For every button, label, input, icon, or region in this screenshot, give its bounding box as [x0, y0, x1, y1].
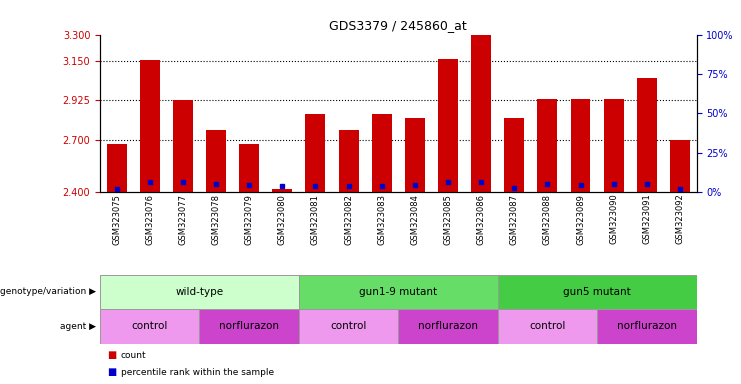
Bar: [173, 100, 193, 192]
Text: GSM323079: GSM323079: [245, 194, 253, 245]
Text: wild-type: wild-type: [176, 287, 224, 297]
Bar: [372, 114, 392, 192]
Bar: [637, 78, 657, 192]
Text: genotype/variation ▶: genotype/variation ▶: [0, 287, 96, 296]
Text: count: count: [121, 351, 147, 360]
Text: GSM323092: GSM323092: [676, 194, 685, 244]
Text: GSM323082: GSM323082: [344, 194, 353, 245]
Bar: [107, 144, 127, 192]
Bar: [498, 309, 597, 344]
Bar: [199, 309, 299, 344]
Text: GSM323085: GSM323085: [444, 194, 453, 245]
Text: norflurazon: norflurazon: [219, 321, 279, 331]
Bar: [339, 130, 359, 192]
Text: gun5 mutant: gun5 mutant: [563, 287, 631, 297]
Text: GSM323090: GSM323090: [609, 194, 618, 244]
Text: ■: ■: [107, 350, 116, 360]
Bar: [670, 141, 690, 192]
Text: GSM323080: GSM323080: [278, 194, 287, 245]
Text: control: control: [132, 321, 168, 331]
Text: GSM323087: GSM323087: [510, 194, 519, 245]
Bar: [571, 99, 591, 192]
Text: GSM323091: GSM323091: [642, 194, 651, 244]
Bar: [498, 275, 697, 309]
Bar: [305, 114, 325, 192]
Text: GSM323076: GSM323076: [145, 194, 154, 245]
Bar: [239, 144, 259, 192]
Text: norflurazon: norflurazon: [418, 321, 478, 331]
Title: GDS3379 / 245860_at: GDS3379 / 245860_at: [330, 19, 467, 32]
Text: GSM323084: GSM323084: [411, 194, 419, 245]
Text: norflurazon: norflurazon: [617, 321, 677, 331]
Text: gun1-9 mutant: gun1-9 mutant: [359, 287, 437, 297]
Bar: [299, 275, 498, 309]
Text: GSM323077: GSM323077: [179, 194, 187, 245]
Bar: [438, 59, 458, 192]
Text: GSM323075: GSM323075: [112, 194, 121, 245]
Text: GSM323086: GSM323086: [476, 194, 485, 245]
Text: GSM323081: GSM323081: [311, 194, 320, 245]
Bar: [100, 309, 199, 344]
Text: ■: ■: [107, 367, 116, 377]
Bar: [273, 189, 292, 192]
Bar: [299, 309, 399, 344]
Text: control: control: [330, 321, 367, 331]
Bar: [537, 99, 557, 192]
Text: GSM323078: GSM323078: [211, 194, 221, 245]
Text: GSM323089: GSM323089: [576, 194, 585, 245]
Bar: [140, 60, 160, 192]
Text: GSM323088: GSM323088: [543, 194, 552, 245]
Bar: [471, 35, 491, 192]
Text: agent ▶: agent ▶: [60, 322, 96, 331]
Bar: [100, 275, 299, 309]
Bar: [505, 118, 524, 192]
Bar: [206, 130, 226, 192]
Bar: [604, 99, 624, 192]
Bar: [399, 309, 498, 344]
Text: control: control: [529, 321, 565, 331]
Bar: [405, 118, 425, 192]
Text: percentile rank within the sample: percentile rank within the sample: [121, 368, 274, 377]
Text: GSM323083: GSM323083: [377, 194, 386, 245]
Bar: [597, 309, 697, 344]
